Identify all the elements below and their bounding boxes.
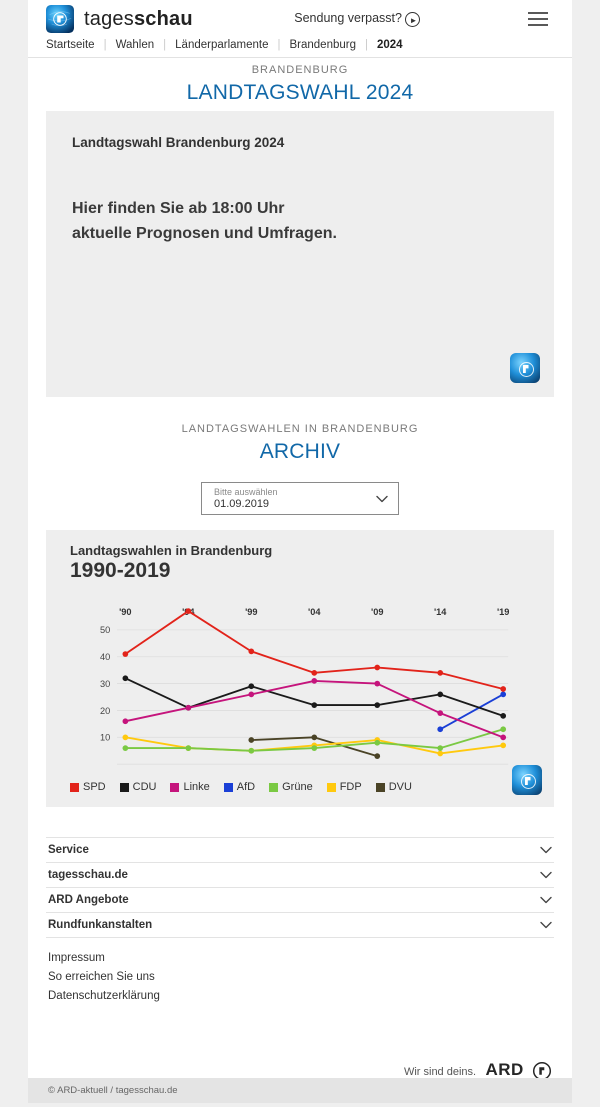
svg-text:30: 30 — [100, 679, 110, 689]
svg-text:'19: '19 — [497, 607, 509, 617]
svg-text:'09: '09 — [371, 607, 383, 617]
svg-text:50: 50 — [100, 625, 110, 635]
svg-text:'04: '04 — [308, 607, 321, 617]
svg-text:40: 40 — [100, 652, 110, 662]
svg-text:'99: '99 — [245, 607, 257, 617]
svg-text:'90: '90 — [119, 607, 131, 617]
svg-text:10: 10 — [100, 733, 110, 743]
svg-text:20: 20 — [100, 706, 110, 716]
svg-text:'14: '14 — [434, 607, 447, 617]
